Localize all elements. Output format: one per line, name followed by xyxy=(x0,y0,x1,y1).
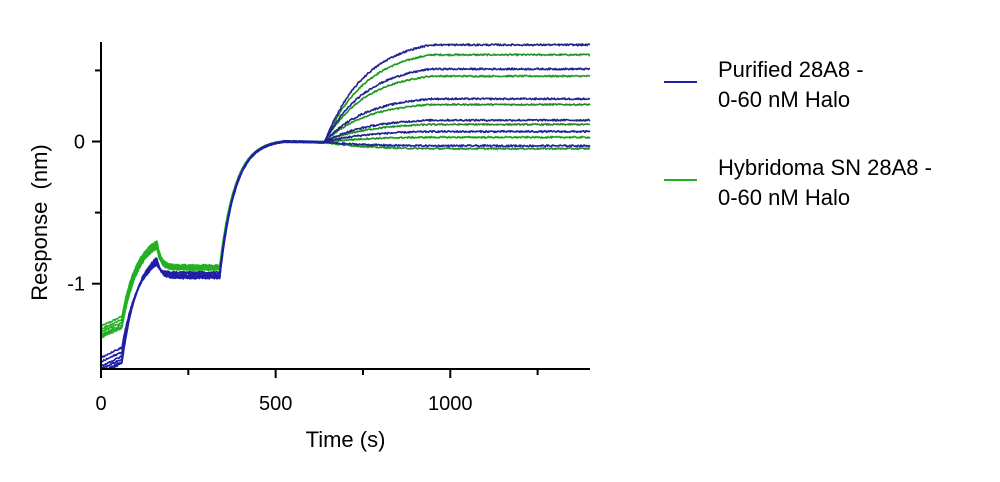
hybridoma-fit-line-6 xyxy=(324,141,590,149)
hybridoma-fit-line-2 xyxy=(324,75,590,143)
purified-fit-line-3 xyxy=(324,98,590,143)
purified-trace-1 xyxy=(101,43,591,369)
legend-label-2: Hybridoma SN 28A8 - xyxy=(718,155,932,180)
purified-fit-line-6 xyxy=(324,141,590,147)
purified-fit-line-4 xyxy=(324,119,590,143)
x-tick-label: 500 xyxy=(259,393,292,415)
purified-fit-line-2 xyxy=(324,68,590,143)
x-tick-label: 1000 xyxy=(428,393,473,415)
purified-fit-line-5 xyxy=(324,131,590,143)
purified-trace-6 xyxy=(107,140,591,369)
purified-trace-4 xyxy=(101,118,591,359)
axes: 0 500 1000 0 -1 Time (s) Response (nm) xyxy=(27,42,590,452)
legend-label-2: 0-60 nM Halo xyxy=(718,185,850,210)
plot-area xyxy=(101,43,591,369)
purified-trace-5 xyxy=(103,129,591,369)
y-tick-label: 0 xyxy=(74,132,85,154)
hybridoma-trace-4 xyxy=(101,122,591,336)
hybridoma-fit-line-3 xyxy=(324,104,590,143)
y-axis-title: Response (nm) xyxy=(27,144,52,301)
purified-fit-line-1 xyxy=(324,44,590,143)
legend-label-1: Purified 28A8 - xyxy=(718,57,864,82)
hybridoma-trace-5 xyxy=(101,135,591,338)
legend: Purified 28A8 - 0-60 nM Halo Hybridoma SN … xyxy=(664,57,932,210)
y-tick-label: -1 xyxy=(67,274,85,296)
purified-trace-3 xyxy=(101,97,591,363)
hybridoma-trace-1 xyxy=(101,53,591,328)
hybridoma-trace-6 xyxy=(101,139,591,339)
hybridoma-fit-line-4 xyxy=(324,124,590,143)
x-axis-title: Time (s) xyxy=(306,427,386,452)
x-tick-label: 0 xyxy=(95,393,106,415)
hybridoma-fit-line-1 xyxy=(324,54,590,143)
hybridoma-fit-line-5 xyxy=(324,136,590,143)
legend-label-1: 0-60 nM Halo xyxy=(718,87,850,112)
